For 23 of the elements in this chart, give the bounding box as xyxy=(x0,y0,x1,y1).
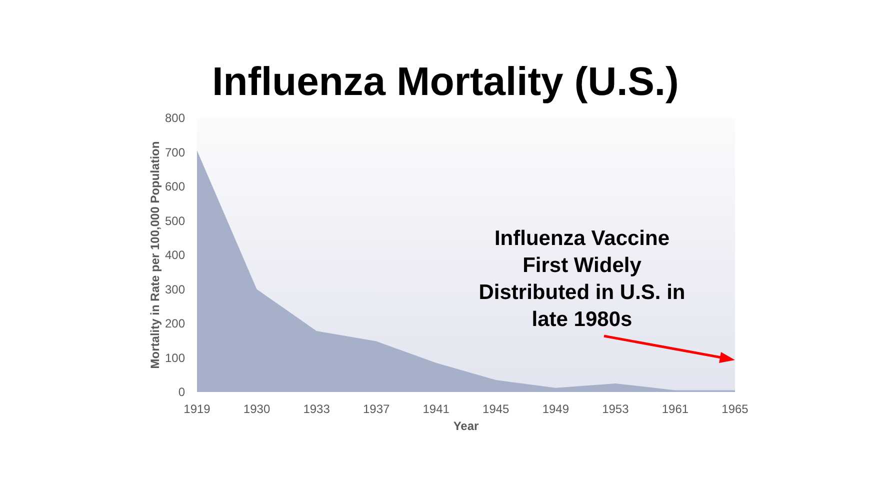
chart-title: Influenza Mortality (U.S.) xyxy=(212,60,679,104)
x-tick-label: 1961 xyxy=(662,402,689,416)
y-tick-label: 0 xyxy=(178,385,186,399)
y-axis-title: Mortality in Rate per 100,000 Population xyxy=(148,141,162,369)
x-tick-label: 1937 xyxy=(362,402,390,416)
y-tick-label: 300 xyxy=(164,282,186,296)
x-axis-title: Year xyxy=(453,419,480,433)
y-tick-label: 700 xyxy=(164,145,186,160)
x-tick-label: 1930 xyxy=(243,402,270,416)
x-tick-label: 1933 xyxy=(303,402,330,416)
y-tick-label: 500 xyxy=(164,214,186,228)
y-tick-label: 400 xyxy=(164,248,186,262)
x-tick-label: 1941 xyxy=(422,402,450,416)
x-tick-label: 1919 xyxy=(184,402,211,416)
x-tick-label: 1949 xyxy=(542,402,570,416)
x-tick-label: 1965 xyxy=(722,402,749,416)
y-tick-label: 800 xyxy=(164,111,186,125)
y-tick-label: 200 xyxy=(164,316,186,330)
x-tick-label: 1953 xyxy=(602,402,630,416)
x-tick-label: 1945 xyxy=(482,402,510,416)
annotation: Influenza Vaccine First Widely Distributed in U.S. in late 1980s xyxy=(478,227,686,331)
y-tick-label: 100 xyxy=(164,350,186,365)
y-tick-label: 600 xyxy=(164,180,186,194)
